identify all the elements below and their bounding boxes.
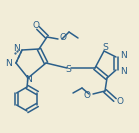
Text: O: O <box>84 90 91 99</box>
Text: O: O <box>60 34 67 43</box>
Text: N: N <box>26 74 32 84</box>
Text: N: N <box>120 66 127 76</box>
Text: N: N <box>13 44 20 53</box>
Text: N: N <box>120 51 127 61</box>
Text: N: N <box>5 59 12 68</box>
Text: S: S <box>65 65 71 74</box>
Text: O: O <box>117 97 124 107</box>
Text: S: S <box>102 43 108 53</box>
Text: O: O <box>33 21 39 30</box>
